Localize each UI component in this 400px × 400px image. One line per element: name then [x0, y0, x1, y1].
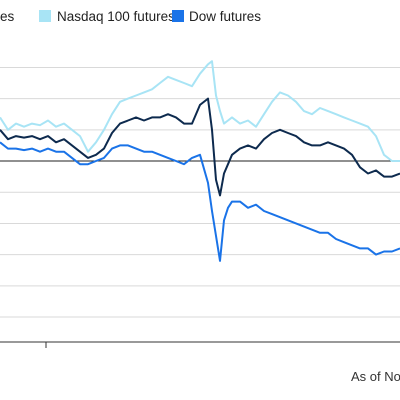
- series-line-nasdaq: [0, 60, 400, 162]
- series-group: [0, 60, 400, 262]
- grid-lines: [0, 66, 400, 318]
- legend-swatch-nasdaq: [39, 10, 51, 22]
- series-line-sp500: [0, 97, 400, 197]
- legend-label-nasdaq: Nasdaq 100 futures: [57, 9, 175, 24]
- chart-legend: es Nasdaq 100 futures Dow futures: [0, 9, 261, 24]
- source-note: As of No: [351, 369, 400, 384]
- legend-label-dow: Dow futures: [189, 9, 261, 24]
- legend-label-partial: es: [0, 9, 15, 24]
- legend-swatch-dow: [172, 10, 184, 22]
- series-line-dow: [0, 141, 400, 262]
